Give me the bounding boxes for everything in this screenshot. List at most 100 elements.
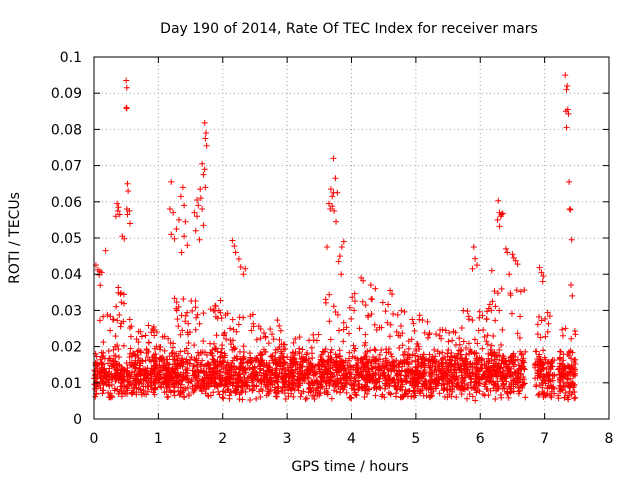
data-point-background <box>235 321 242 328</box>
data-point-background <box>459 375 466 382</box>
data-point-background <box>128 369 135 376</box>
data-point-background <box>412 352 419 359</box>
data-point-background <box>458 354 465 361</box>
data-point-background <box>150 368 157 375</box>
data-point-background <box>467 360 474 367</box>
data-point-background <box>263 392 270 399</box>
data-point-background <box>351 375 358 382</box>
data-point-background <box>120 318 127 325</box>
data-point-background <box>115 390 122 397</box>
data-point-background <box>276 322 283 329</box>
data-point-background <box>449 354 456 361</box>
data-point-background <box>240 343 247 350</box>
data-point-background <box>378 324 385 331</box>
data-point-background <box>220 365 227 372</box>
data-point <box>495 197 502 204</box>
data-point-background <box>426 331 433 338</box>
data-point-background <box>92 359 99 366</box>
data-point <box>329 193 336 200</box>
data-point-background <box>152 351 159 358</box>
data-point-background <box>207 349 214 356</box>
data-point-background <box>453 369 460 376</box>
data-point-background <box>424 334 431 341</box>
data-point-background <box>257 350 264 357</box>
data-point <box>540 273 547 280</box>
data-point <box>506 271 513 278</box>
y-tick-label: 0.09 <box>51 86 82 102</box>
data-point-background <box>409 316 416 323</box>
data-point-background <box>239 356 246 363</box>
data-point-background <box>184 309 191 316</box>
data-point-background <box>184 329 191 336</box>
data-point-background <box>179 376 186 383</box>
data-point-background <box>516 334 523 341</box>
data-point-background <box>416 316 423 323</box>
data-point-background <box>321 348 328 355</box>
data-point-background <box>564 375 571 382</box>
data-point-background <box>341 382 348 389</box>
data-point-background <box>169 365 176 372</box>
data-point-background <box>457 351 464 358</box>
data-point-background <box>357 367 364 374</box>
data-point-background <box>262 383 269 390</box>
data-point-background <box>194 362 201 369</box>
data-point-background <box>571 395 578 402</box>
data-point-background <box>106 394 113 401</box>
data-point-background <box>395 332 402 339</box>
data-point-background <box>171 388 178 395</box>
data-point <box>240 271 247 278</box>
data-point-background <box>442 359 449 366</box>
data-point-background <box>273 373 280 380</box>
y-tick-label: 0 <box>73 412 82 428</box>
data-point <box>124 180 131 187</box>
data-point-background <box>389 365 396 372</box>
data-point-background <box>435 377 442 384</box>
data-point-background <box>572 394 579 401</box>
data-point-background <box>279 366 286 373</box>
data-point-background <box>507 292 514 299</box>
data-point-background <box>182 376 189 383</box>
data-point-background <box>257 335 264 342</box>
data-point-background <box>362 302 369 309</box>
data-point-background <box>492 381 499 388</box>
data-point-background <box>512 368 519 375</box>
data-point-background <box>564 351 571 358</box>
data-point <box>536 264 543 271</box>
data-point-background <box>540 394 547 401</box>
data-point <box>127 220 134 227</box>
data-point <box>470 244 477 251</box>
x-tick-label: 0 <box>90 431 99 447</box>
data-point-background <box>434 365 441 372</box>
data-point-background <box>515 384 522 391</box>
data-point-background <box>487 372 494 379</box>
data-point-background <box>151 332 158 339</box>
data-point-background <box>355 386 362 393</box>
data-point-background <box>543 366 550 373</box>
data-point-background <box>416 345 423 352</box>
data-point-background <box>167 340 174 347</box>
data-point-background <box>192 385 199 392</box>
data-point <box>474 262 481 269</box>
data-point-background <box>474 340 481 347</box>
data-point-background <box>149 325 156 332</box>
data-point-background <box>571 388 578 395</box>
data-point-background <box>323 385 330 392</box>
data-point-background <box>124 390 131 397</box>
data-point-background <box>120 342 127 349</box>
data-point-background <box>496 352 503 359</box>
chart-title: Day 190 of 2014, Rate Of TEC Index for r… <box>160 21 538 37</box>
data-point-background <box>508 380 515 387</box>
data-point <box>334 189 341 196</box>
data-point-background <box>448 393 455 400</box>
data-point-background <box>204 392 211 399</box>
data-point-background <box>105 371 112 378</box>
data-point-background <box>96 380 103 387</box>
data-point-background <box>242 369 249 376</box>
data-point-background <box>441 373 448 380</box>
data-point-background <box>506 364 513 371</box>
data-point-background <box>564 394 571 401</box>
data-point-background <box>487 346 494 353</box>
data-point-background <box>227 379 234 386</box>
data-point-background <box>104 360 111 367</box>
data-point-background <box>519 379 526 386</box>
